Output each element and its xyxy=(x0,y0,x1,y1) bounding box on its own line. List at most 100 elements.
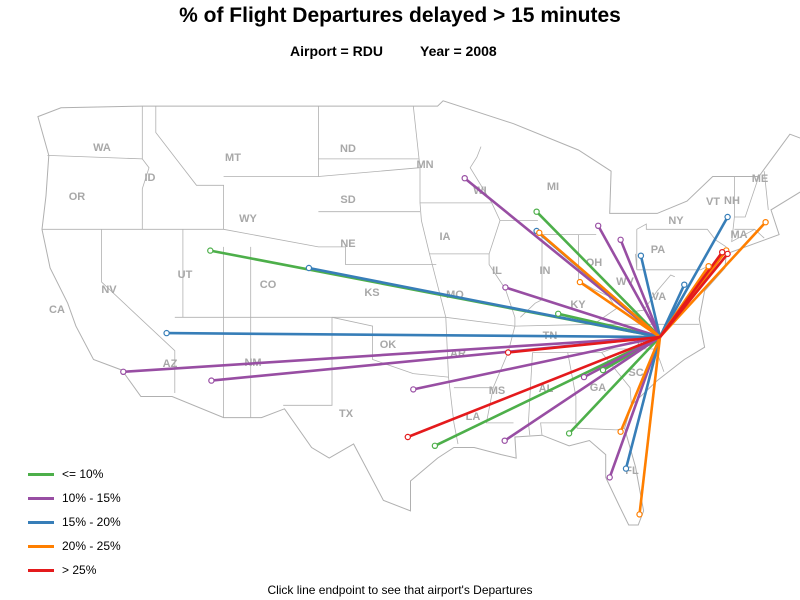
route-endpoint[interactable] xyxy=(724,250,731,258)
route-endpoint[interactable] xyxy=(622,465,630,472)
state-label-id: ID xyxy=(145,172,156,184)
state-label-ks: KS xyxy=(364,287,379,299)
state-label-ny: NY xyxy=(668,215,684,227)
state-label-ga: GA xyxy=(590,382,607,394)
state-label-ia: IA xyxy=(440,231,451,243)
state-border xyxy=(734,176,760,218)
legend: <= 10% 10% - 15% 15% - 20% 20% - 25% > 25% xyxy=(28,462,121,582)
route-line xyxy=(658,216,729,338)
route-endpoint[interactable] xyxy=(636,511,643,518)
state-label-mn: MN xyxy=(416,159,433,171)
state-border xyxy=(155,106,224,230)
state-border xyxy=(636,223,727,248)
route-endpoint[interactable] xyxy=(501,437,508,444)
state-border xyxy=(763,171,769,210)
route-line xyxy=(619,336,662,433)
legend-swatch xyxy=(28,496,54,500)
route-lines xyxy=(120,174,769,518)
route-endpoint[interactable] xyxy=(410,386,417,393)
route-line xyxy=(619,239,662,338)
route-line xyxy=(507,335,661,354)
route-endpoint[interactable] xyxy=(762,218,769,226)
map-title: % of Flight Departures delayed > 15 minu… xyxy=(179,4,621,27)
route-endpoint[interactable] xyxy=(404,433,411,441)
state-label-va: VA xyxy=(652,291,667,303)
state-label-sc: SC xyxy=(628,367,643,379)
route-line xyxy=(123,335,661,374)
legend-label: 10% - 15% xyxy=(62,491,121,505)
year-subtitle: Year = 2008 xyxy=(420,43,497,59)
state-label-ok: OK xyxy=(380,339,397,351)
route-endpoint[interactable] xyxy=(599,366,607,374)
state-label-ms: MS xyxy=(489,385,506,397)
legend-item: 10% - 15% xyxy=(28,486,121,510)
legend-item: > 25% xyxy=(28,558,121,582)
route-line xyxy=(583,335,661,379)
legend-label: > 25% xyxy=(62,563,97,577)
route-endpoint[interactable] xyxy=(163,329,170,337)
footer-instruction: Click line endpoint to see that airport'… xyxy=(267,583,533,597)
state-border xyxy=(527,352,533,436)
route-line xyxy=(597,225,662,338)
state-label-wy: WY xyxy=(239,213,257,225)
route-endpoint[interactable] xyxy=(555,310,562,317)
state-label-me: ME xyxy=(752,173,769,185)
legend-label: <= 10% xyxy=(62,467,104,481)
route-endpoint[interactable] xyxy=(120,368,127,375)
legend-label: 20% - 25% xyxy=(62,539,121,553)
route-endpoint[interactable] xyxy=(595,222,602,229)
route-endpoint[interactable] xyxy=(502,284,509,291)
route-endpoint[interactable] xyxy=(617,428,624,435)
route-endpoint[interactable] xyxy=(305,264,313,272)
state-border xyxy=(101,229,176,393)
route-line xyxy=(434,335,661,447)
state-label-mt: MT xyxy=(225,152,241,164)
route-endpoint[interactable] xyxy=(681,281,688,288)
route-line xyxy=(638,336,662,515)
route-endpoint[interactable] xyxy=(580,373,588,381)
state-label-ut: UT xyxy=(178,269,193,281)
state-label-wa: WA xyxy=(93,142,111,154)
route-line xyxy=(624,336,662,469)
route-line xyxy=(659,221,767,338)
route-endpoint[interactable] xyxy=(576,278,584,286)
route-endpoint[interactable] xyxy=(719,248,726,256)
route-endpoint[interactable] xyxy=(504,349,512,356)
state-label-nh: NH xyxy=(724,195,740,207)
route-endpoint[interactable] xyxy=(208,377,215,384)
legend-swatch xyxy=(28,472,54,476)
route-line xyxy=(505,286,661,339)
state-border xyxy=(469,146,516,424)
route-line xyxy=(503,335,661,442)
state-label-sd: SD xyxy=(340,194,355,206)
state-label-or: OR xyxy=(69,191,86,203)
route-endpoint[interactable] xyxy=(461,174,468,182)
state-border xyxy=(734,228,765,239)
state-border xyxy=(42,228,437,265)
route-endpoint[interactable] xyxy=(724,213,731,221)
route-line xyxy=(658,253,729,338)
route-endpoint[interactable] xyxy=(606,474,613,481)
state-label-ma: MA xyxy=(730,229,747,241)
state-label-mi: MI xyxy=(547,181,559,193)
state-label-nv: NV xyxy=(101,284,117,296)
route-endpoint[interactable] xyxy=(565,430,573,437)
state-border xyxy=(731,176,755,243)
state-label-la: LA xyxy=(466,411,481,423)
route-endpoint[interactable] xyxy=(431,442,439,449)
route-line xyxy=(535,210,661,338)
route-line xyxy=(579,281,661,339)
state-label-az: AZ xyxy=(163,358,178,370)
route-endpoint[interactable] xyxy=(536,229,543,236)
airport-subtitle: Airport = RDU xyxy=(290,43,383,59)
state-label-tx: TX xyxy=(339,408,354,420)
route-line xyxy=(568,336,661,435)
route-endpoint[interactable] xyxy=(207,247,214,254)
route-endpoint[interactable] xyxy=(637,252,645,259)
route-endpoint[interactable] xyxy=(617,236,624,243)
route-endpoint[interactable] xyxy=(705,263,712,270)
state-border xyxy=(174,316,700,327)
state-label-ne: NE xyxy=(340,238,355,250)
route-endpoint[interactable] xyxy=(533,208,540,215)
